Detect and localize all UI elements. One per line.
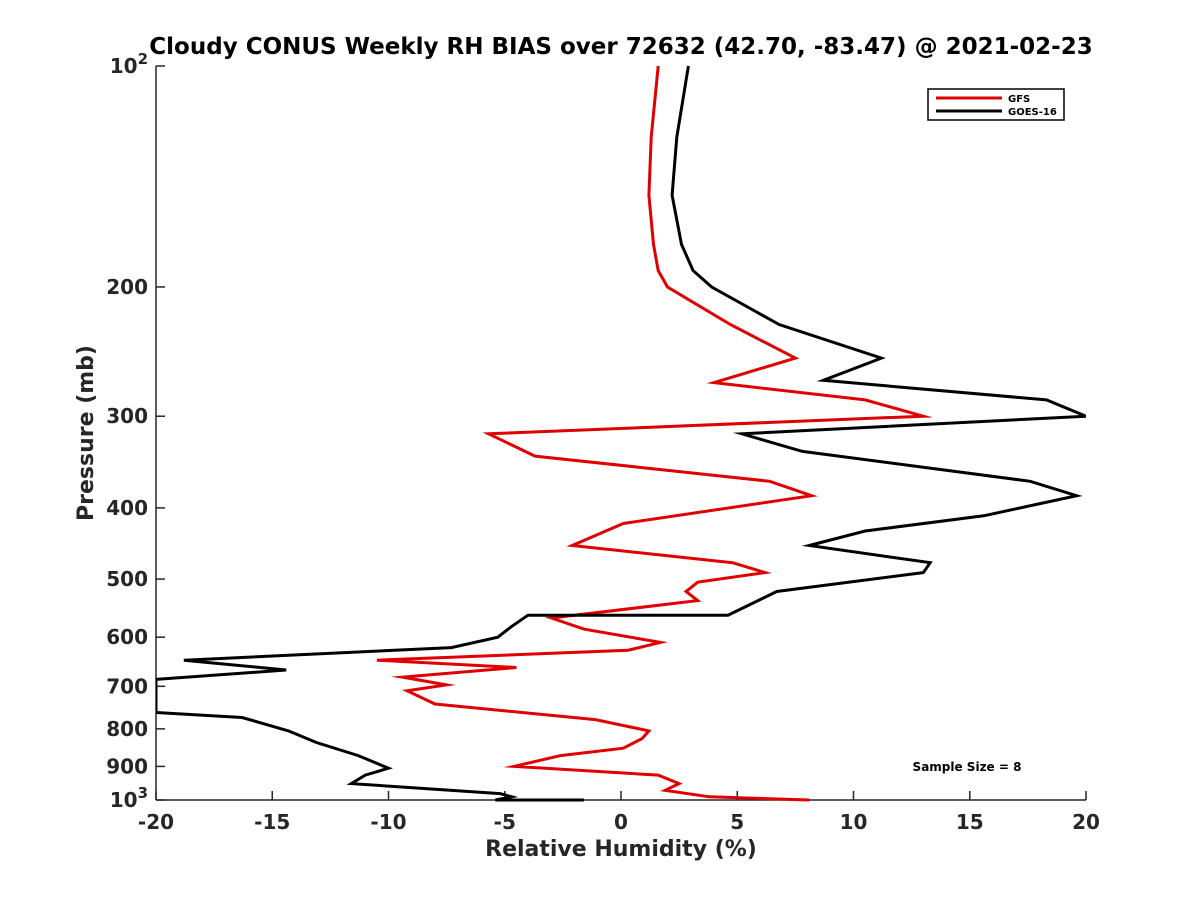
x-tick-label: 0 [614,810,628,834]
y-axis-title: Pressure (mb) [74,345,99,521]
x-axis: -20 -15 -10 -5 0 5 10 15 20 [138,791,1100,834]
x-tick-label: -20 [138,810,174,834]
x-tick-label: -10 [370,810,406,834]
y-tick-label: 102 [110,50,148,78]
x-tick-label: -5 [494,810,516,834]
series-lines [156,65,1086,802]
x-tick-label: -15 [254,810,290,834]
y-tick-label: 900 [106,754,148,778]
x-axis-title: Relative Humidity (%) [485,837,757,862]
y-tick-label: 103 [110,784,148,812]
y-tick-label: 400 [106,496,148,520]
legend-label-gfs: GFS [1008,94,1030,105]
y-tick-label: 800 [106,717,148,741]
y-tick-label: 600 [106,625,148,649]
legend-box [927,88,1065,121]
x-tick-label: 10 [840,810,868,834]
y-tick-label: 700 [106,674,148,698]
x-tick-label: 20 [1072,810,1100,834]
series-line-gfs [376,65,933,802]
chart-title: Cloudy CONUS Weekly RH BIAS over 72632 (… [149,34,1092,60]
legend-label-goes-16: GOES-16 [1008,107,1057,118]
x-tick-label: 15 [956,810,984,834]
series-line-goes-16 [156,65,1086,802]
x-tick-label: 5 [730,810,744,834]
legend: GFS GOES-16 [927,88,1065,121]
y-tick-label: 300 [106,404,148,428]
sample-size-annotation: Sample Size = 8 [913,760,1022,774]
y-axis: 102 200 300 400 500 600 700 800 900 103 [106,50,165,812]
y-tick-label: 200 [106,275,148,299]
y-tick-label: 500 [106,567,148,591]
